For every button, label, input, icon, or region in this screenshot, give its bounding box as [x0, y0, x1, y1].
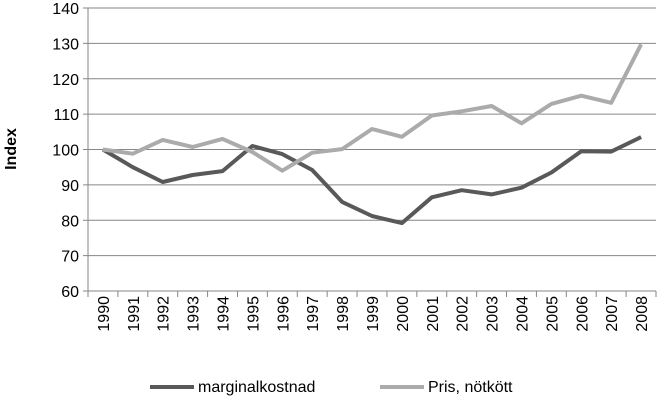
- x-tick-label: 2007: [604, 296, 621, 332]
- y-tick-label: 60: [61, 284, 79, 301]
- x-tick-label: 2004: [514, 296, 531, 332]
- x-tick-label: 1990: [96, 296, 113, 332]
- axes: [83, 7, 657, 297]
- x-tick-label: 2001: [425, 296, 442, 332]
- y-tick-label: 100: [52, 143, 79, 160]
- y-tick-label: 80: [61, 213, 79, 230]
- series-lines: [101, 43, 643, 226]
- legend: marginalkostnad Pris, nötkött: [150, 379, 513, 396]
- x-tick-label: 2002: [455, 296, 472, 332]
- x-tick-label: 1995: [245, 296, 262, 332]
- y-tick-label: 110: [53, 107, 79, 124]
- x-tick-label: 1994: [216, 296, 233, 332]
- x-tick-label: 1992: [156, 296, 173, 332]
- x-tick-label: 1993: [186, 296, 203, 332]
- y-tick-label: 90: [61, 178, 79, 195]
- y-tick-label: 70: [61, 249, 79, 266]
- legend-label: Pris, nötkött: [428, 379, 513, 396]
- x-tick-label: 2003: [485, 296, 502, 332]
- x-tick-label: 1999: [365, 296, 382, 332]
- legend-label: marginalkostnad: [198, 379, 315, 396]
- series-line-2: [102, 43, 643, 173]
- x-tick-label: 2008: [634, 296, 651, 332]
- y-tick-label: 140: [52, 1, 79, 18]
- y-axis-title: Index: [3, 128, 20, 170]
- y-tick-label: 130: [52, 36, 79, 53]
- x-tick-label: 1991: [126, 296, 143, 332]
- x-tick-label: 2006: [574, 296, 591, 332]
- gridlines: [88, 7, 656, 257]
- y-tick-labels: 60 70 80 90 100 110 120 130 140: [52, 1, 79, 301]
- x-tick-label: 2000: [395, 296, 412, 332]
- series-line-1: [101, 135, 642, 226]
- x-tick-label: 1997: [305, 296, 322, 332]
- x-tick-labels: 1990 1991 1992 1993 1994 1995 1996 1997 1998 1999…: [96, 296, 651, 332]
- x-tick-label: 2005: [544, 296, 561, 332]
- x-tick-label: 1998: [335, 296, 352, 332]
- y-tick-label: 120: [52, 72, 79, 89]
- x-tick-label: 1996: [275, 296, 292, 332]
